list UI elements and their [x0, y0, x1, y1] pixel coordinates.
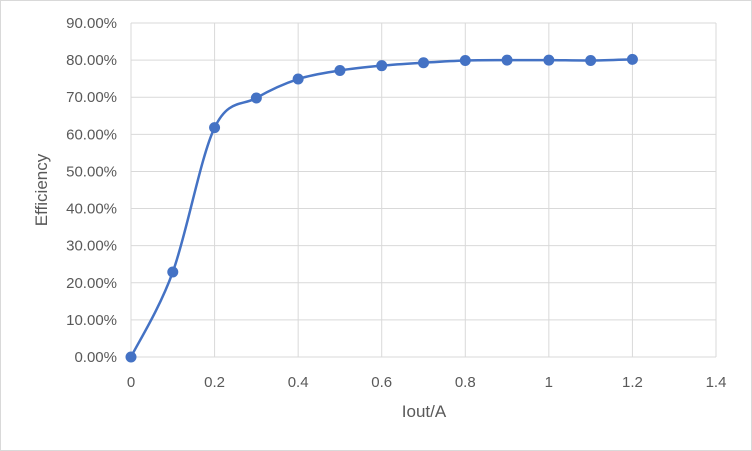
- data-point: [125, 351, 137, 363]
- y-tick-label: 10.00%: [66, 312, 117, 329]
- x-tick-label: 0.6: [371, 374, 392, 391]
- data-point: [418, 57, 429, 69]
- data-point: [376, 60, 388, 72]
- x-tick-label: 0.2: [204, 374, 225, 391]
- y-tick-label: 90.00%: [66, 15, 117, 32]
- x-tick-label: 0.8: [455, 374, 476, 391]
- data-point: [209, 122, 221, 134]
- y-tick-label: 20.00%: [66, 275, 117, 292]
- y-tick-label: 50.00%: [66, 163, 117, 180]
- series-group: [125, 53, 638, 363]
- y-tick-label: 70.00%: [66, 89, 117, 106]
- data-point: [459, 54, 471, 66]
- y-tick-labels: 0.00% 10.00% 20.00% 30.00% 40.00% 50.00% 60.00…: [66, 15, 117, 366]
- x-axis-title: Iout/A: [402, 402, 447, 421]
- gridlines: [130, 22, 717, 358]
- y-tick-label: 60.00%: [66, 126, 117, 143]
- data-point: [585, 54, 597, 66]
- x-tick-label: 0.4: [288, 374, 309, 391]
- data-point: [626, 53, 638, 65]
- y-tick-label: 40.00%: [66, 201, 117, 218]
- data-point: [250, 92, 262, 104]
- x-tick-labels: 0 0.2 0.4 0.6 0.8 1 1.2 1.4: [127, 374, 727, 391]
- y-tick-label: 30.00%: [66, 238, 117, 255]
- x-tick-label: 1.4: [706, 374, 727, 391]
- data-point: [292, 73, 304, 85]
- data-point: [334, 65, 346, 77]
- y-tick-label: 80.00%: [66, 52, 117, 69]
- y-axis-title: Efficiency: [32, 153, 51, 226]
- x-tick-label: 1: [545, 374, 553, 391]
- data-point: [543, 54, 555, 66]
- data-point: [501, 54, 513, 66]
- x-tick-label: 1.2: [622, 374, 643, 391]
- y-tick-label: 0.00%: [74, 349, 117, 366]
- data-point: [167, 266, 179, 278]
- x-tick-label: 0: [127, 374, 135, 391]
